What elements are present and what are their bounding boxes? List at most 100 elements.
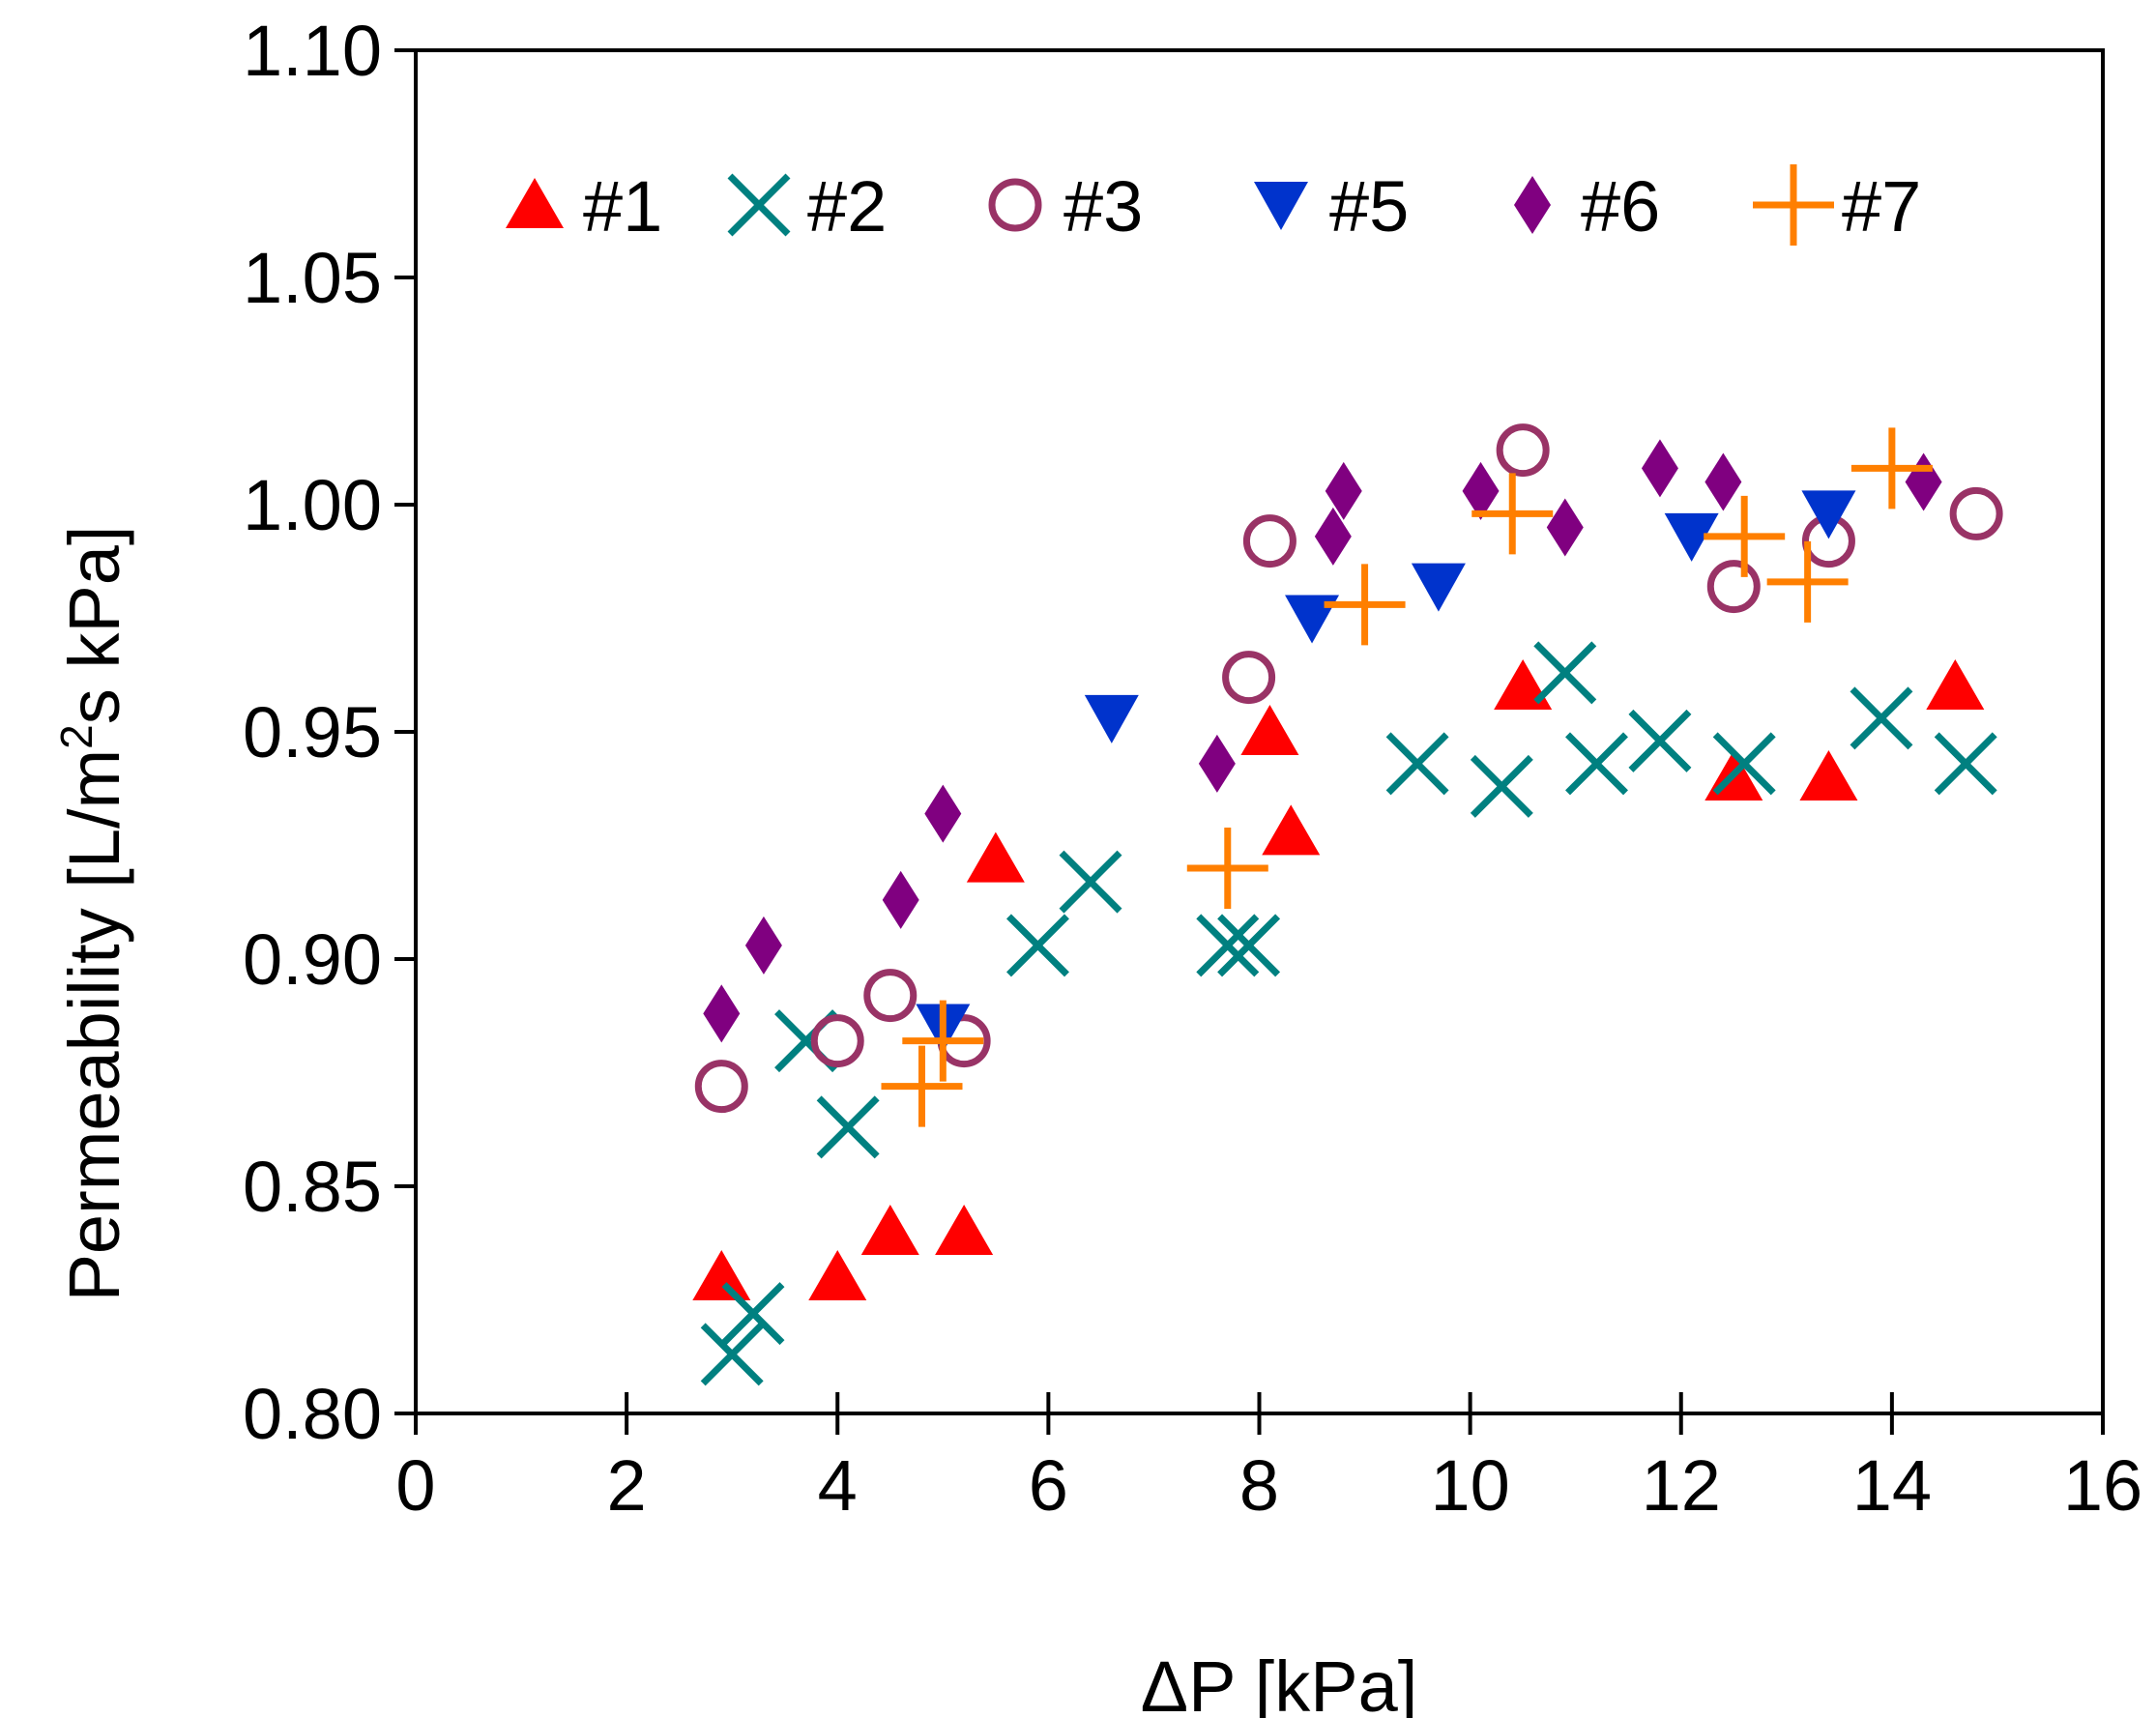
series-5-point bbox=[1546, 498, 1584, 557]
legend-marker bbox=[1514, 176, 1551, 234]
legend-marker bbox=[1254, 182, 1308, 230]
legend-item: #1 bbox=[506, 166, 662, 247]
x-tick-label: 4 bbox=[818, 1445, 858, 1526]
legend-item: #2 bbox=[727, 166, 887, 247]
series-4-point bbox=[1664, 512, 1719, 562]
x-tick-label: 10 bbox=[1430, 1445, 1509, 1526]
series-3-point bbox=[863, 969, 918, 1023]
series-1-point bbox=[1494, 659, 1553, 710]
series-2-point bbox=[1217, 914, 1281, 977]
series-3-point bbox=[1242, 514, 1297, 568]
series-6-point bbox=[1766, 540, 1849, 623]
legend-marker bbox=[988, 178, 1042, 232]
series-4-point bbox=[1084, 694, 1139, 743]
series-2-point bbox=[1385, 732, 1449, 796]
series-2-point bbox=[1196, 914, 1260, 977]
series-1-point bbox=[1240, 705, 1299, 755]
series-2-point bbox=[1470, 754, 1533, 818]
series-3-point bbox=[1496, 423, 1550, 478]
series-5-point bbox=[1314, 507, 1352, 566]
legend-item: #6 bbox=[1514, 166, 1660, 247]
x-axis-label: ΔP [kPa] bbox=[1141, 1646, 1418, 1718]
series-2-point bbox=[1005, 914, 1069, 977]
y-tick-label: 1.00 bbox=[243, 465, 382, 545]
legend-marker bbox=[727, 173, 791, 237]
series-2-point bbox=[1712, 732, 1776, 796]
series-5-point bbox=[1641, 439, 1678, 498]
y-tick-label: 0.80 bbox=[243, 1374, 382, 1454]
series-2-point bbox=[1059, 850, 1122, 914]
x-axis: 0 2 4 6 8 10 12 14 16 bbox=[395, 1392, 2142, 1526]
legend-marker bbox=[506, 178, 564, 228]
series-5-point bbox=[703, 984, 741, 1043]
legend-label: #7 bbox=[1842, 166, 1921, 247]
series-2-point bbox=[1850, 686, 1913, 750]
series-5-point bbox=[882, 870, 919, 929]
legend-label: #1 bbox=[583, 166, 662, 247]
series-1-point bbox=[1926, 659, 1985, 710]
series-1-point bbox=[935, 1205, 994, 1255]
series-3-point bbox=[1949, 486, 2003, 540]
x-tick-label: 14 bbox=[1852, 1445, 1932, 1526]
series-2-point bbox=[1628, 709, 1692, 772]
series-5-point bbox=[1462, 461, 1500, 520]
series-2-point bbox=[721, 1282, 785, 1346]
x-tick-label: 0 bbox=[395, 1445, 435, 1526]
series-3-point bbox=[694, 1060, 748, 1114]
y-axis-label-main: Permeability [L/m bbox=[54, 749, 134, 1302]
y-tick-label: 1.05 bbox=[243, 238, 382, 318]
series-2-point bbox=[1533, 641, 1597, 705]
series-2-point bbox=[1934, 732, 1997, 796]
series-2-point bbox=[1565, 732, 1628, 796]
y-tick-label: 0.95 bbox=[243, 692, 382, 772]
legend-item: #7 bbox=[1753, 164, 1921, 247]
x-tick-label: 6 bbox=[1029, 1445, 1068, 1526]
series-6-point bbox=[1186, 828, 1268, 909]
data-markers bbox=[692, 423, 2003, 1386]
legend-item: #3 bbox=[988, 166, 1143, 247]
y-tick-label: 0.85 bbox=[243, 1147, 382, 1227]
series-6-point bbox=[881, 1045, 963, 1127]
series-1-point bbox=[860, 1205, 919, 1255]
y-axis-label: Permeability [L/m2s kPa] bbox=[51, 526, 134, 1302]
series-4-point bbox=[1801, 490, 1856, 539]
series-4-point bbox=[1411, 563, 1466, 612]
series-5-point bbox=[1704, 452, 1742, 511]
series-6-point bbox=[902, 1000, 984, 1082]
series-1-point bbox=[1799, 750, 1858, 801]
series-3-point bbox=[1706, 560, 1761, 614]
y-tick-label: 0.90 bbox=[243, 919, 382, 1000]
legend-item: #5 bbox=[1254, 166, 1409, 247]
x-tick-label: 8 bbox=[1239, 1445, 1279, 1526]
series-5-point bbox=[1905, 452, 1942, 511]
x-tick-label: 12 bbox=[1642, 1445, 1721, 1526]
legend-label: #2 bbox=[807, 166, 887, 247]
series-1-point bbox=[966, 831, 1025, 883]
series-6-point bbox=[1471, 473, 1554, 555]
series-1-point bbox=[1262, 804, 1321, 856]
series-3-point bbox=[810, 1014, 864, 1068]
series-1-point bbox=[808, 1250, 867, 1300]
x-tick-label: 2 bbox=[607, 1445, 647, 1526]
y-axis: 0.80 0.85 0.90 0.95 1.00 1.05 1.10 bbox=[243, 11, 416, 1454]
series-5-point bbox=[744, 916, 782, 975]
series-6-point bbox=[1324, 564, 1406, 646]
series-5-point bbox=[924, 784, 962, 843]
y-tick-label: 1.10 bbox=[243, 11, 382, 91]
legend: #1 #2 #3 #5 #6 #7 bbox=[506, 164, 1921, 247]
legend-label: #6 bbox=[1581, 166, 1660, 247]
series-3-point bbox=[1222, 651, 1276, 705]
series-5-point bbox=[1325, 461, 1362, 520]
series-1-point bbox=[692, 1250, 751, 1300]
y-axis-label-superscript: 2 bbox=[51, 724, 102, 749]
y-axis-label-tail: s kPa] bbox=[54, 526, 134, 725]
series-6-point bbox=[1850, 427, 1933, 510]
series-2-point bbox=[816, 1095, 880, 1159]
series-5-point bbox=[1198, 734, 1236, 793]
x-tick-label: 16 bbox=[2063, 1445, 2142, 1526]
legend-label: #3 bbox=[1063, 166, 1143, 247]
legend-label: #5 bbox=[1329, 166, 1409, 247]
series-6-point bbox=[1704, 495, 1786, 577]
legend-marker bbox=[1753, 164, 1834, 246]
